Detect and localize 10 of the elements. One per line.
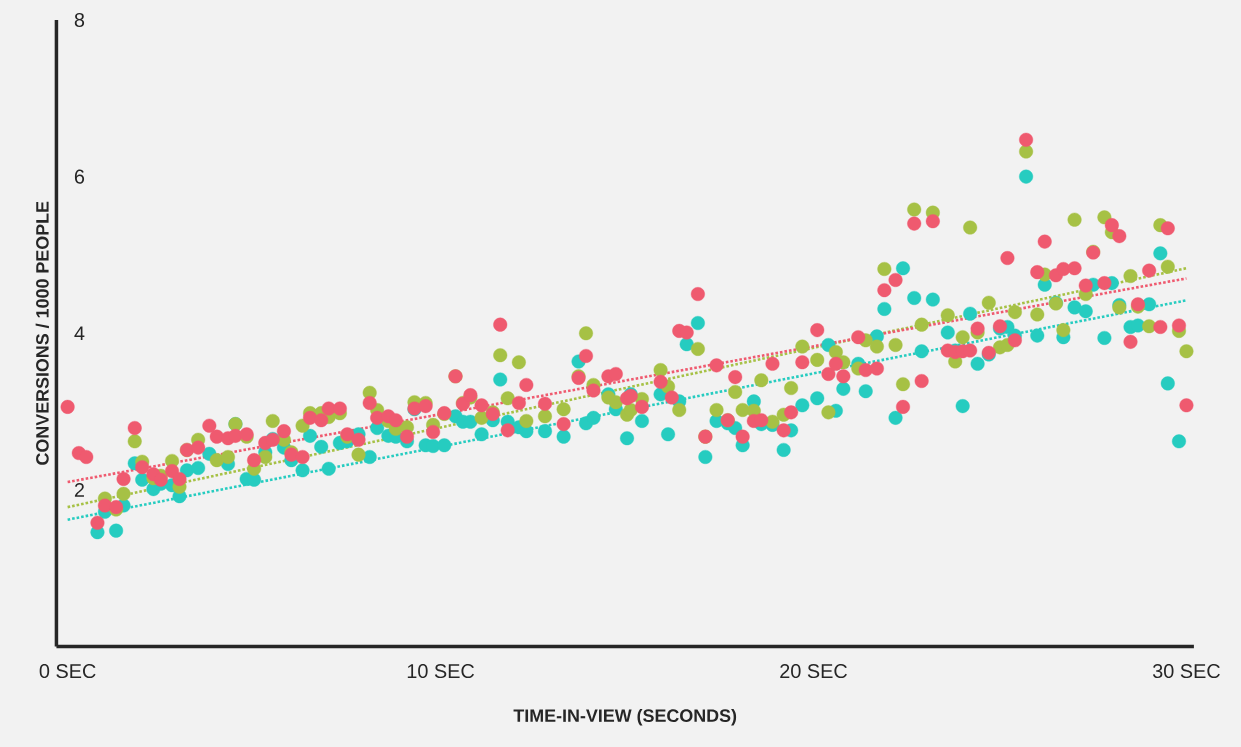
y-tick-label: 8 xyxy=(74,12,85,27)
x-axis-title: TIME-IN-VIEW (SECONDS) xyxy=(513,708,737,726)
x-tick-label: 20 SEC xyxy=(780,663,847,678)
y-tick-label: 2 xyxy=(74,482,84,497)
x-tick-label: 30 SEC xyxy=(1152,663,1220,678)
x-tick-label: 10 SEC xyxy=(407,663,475,678)
x-tick-label: 0 SEC xyxy=(39,663,96,678)
y-axis-title: CONVERSIONS / 1000 PEOPLE xyxy=(35,201,49,465)
y-tick-label: 4 xyxy=(74,326,85,340)
y-tick-label: 6 xyxy=(74,169,85,184)
